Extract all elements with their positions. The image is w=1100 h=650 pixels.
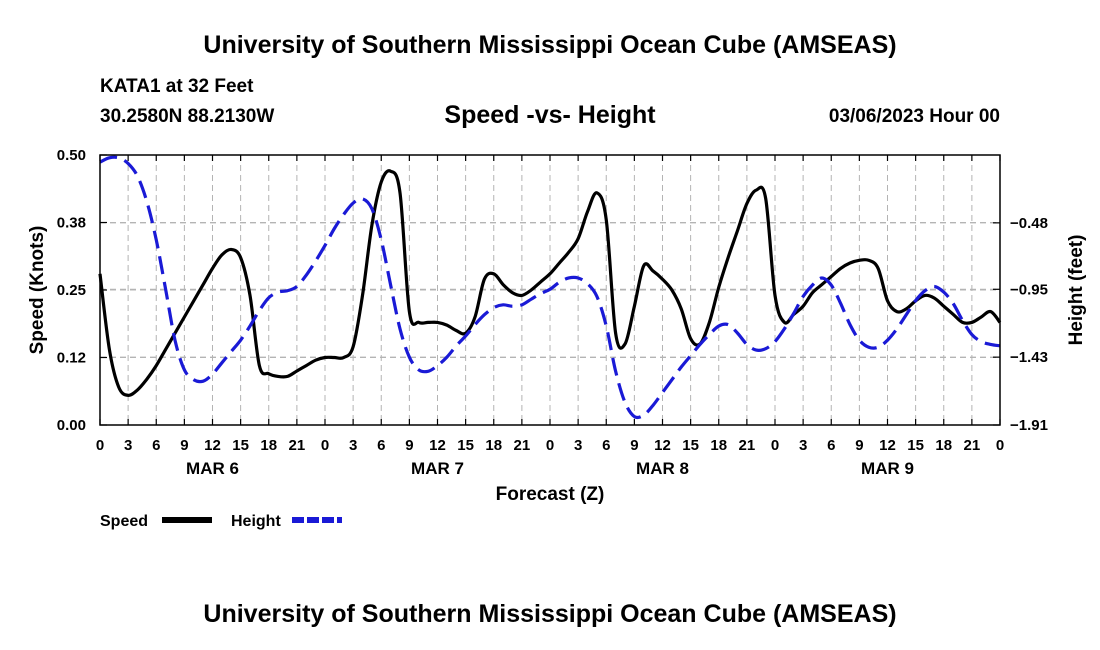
x-tick-label: 12: [429, 437, 446, 454]
day-label: MAR 9: [861, 459, 914, 478]
x-tick-label: 0: [996, 437, 1004, 454]
axis-ticks: [99, 154, 1001, 426]
x-tick-label: 21: [739, 437, 756, 454]
x-tick-label: 18: [935, 437, 952, 454]
coordinates-label: 30.2580N 88.2130W: [100, 106, 275, 127]
x-tick-label: 0: [546, 437, 554, 454]
y-tick-label: 0.25: [57, 282, 86, 299]
x-tick-label: 6: [377, 437, 385, 454]
y-tick-label: 0.38: [57, 215, 86, 232]
x-tick-label: 9: [630, 437, 638, 454]
x-tick-label: 18: [485, 437, 502, 454]
y2-tick-label: −0.95: [1010, 281, 1048, 298]
y-tick-label: 0.50: [57, 147, 86, 164]
x-tick-label: 3: [124, 437, 132, 454]
speed-series-line: [98, 169, 1002, 397]
grid-lines: [100, 155, 1000, 425]
forecast-datetime: 03/06/2023 Hour 00: [828, 106, 1000, 127]
x-tick-label: 15: [682, 437, 699, 454]
x-tick-label: 3: [574, 437, 582, 454]
legend: Speed Height: [100, 513, 342, 530]
x-tick-label: 15: [232, 437, 249, 454]
height-series-line: [99, 155, 1001, 420]
x-tick-label: 6: [602, 437, 610, 454]
x-tick-label: 9: [405, 437, 413, 454]
x-tick-label: 18: [710, 437, 727, 454]
legend-speed-label: Speed: [100, 513, 148, 530]
main-title: University of Southern Mississippi Ocean…: [203, 31, 897, 59]
x-tick-label: 12: [204, 437, 221, 454]
series-layer: [98, 155, 1002, 420]
x-tick-label: 9: [180, 437, 188, 454]
x-tick-label: 21: [514, 437, 531, 454]
y2-tick-label: −0.48: [1010, 215, 1048, 232]
x-tick-label: 6: [827, 437, 835, 454]
x-tick-label: 21: [964, 437, 981, 454]
y2-tick-label: −1.43: [1010, 349, 1048, 366]
x-tick-label: 18: [260, 437, 277, 454]
y2-tick-label: −1.91: [1010, 417, 1048, 434]
x-tick-label: 12: [654, 437, 671, 454]
y2-axis-title: Height (feet): [1066, 235, 1087, 346]
day-label: MAR 6: [186, 459, 239, 478]
x-tick-label: 0: [321, 437, 329, 454]
x-tick-label: 15: [457, 437, 474, 454]
x-tick-label: 6: [152, 437, 160, 454]
x-axis-title: Forecast (Z): [496, 484, 605, 505]
x-tick-label: 21: [289, 437, 306, 454]
x-tick-label: 0: [771, 437, 779, 454]
x-tick-label: 12: [879, 437, 896, 454]
axis-labels: 0 3 6 9 12 15 18 21 0 3 6 9 12 15 18 21 0 3 6 9 12 15 18 21 0 3 6 9…: [57, 147, 1048, 478]
x-tick-label: 9: [855, 437, 863, 454]
y-tick-label: 0.00: [57, 417, 86, 434]
y-axis-title: Speed (Knots): [27, 226, 48, 355]
x-tick-label: 0: [96, 437, 104, 454]
legend-height-label: Height: [231, 513, 281, 530]
footer-title: University of Southern Mississippi Ocean…: [203, 600, 897, 628]
day-label: MAR 7: [411, 459, 464, 478]
x-tick-label: 3: [349, 437, 357, 454]
x-tick-label: 3: [799, 437, 807, 454]
y-tick-label: 0.12: [57, 350, 86, 367]
station-label: KATA1 at 32 Feet: [100, 76, 254, 97]
day-label: MAR 8: [636, 459, 689, 478]
x-tick-label: 15: [907, 437, 924, 454]
chart-subtitle: Speed -vs- Height: [444, 101, 656, 129]
